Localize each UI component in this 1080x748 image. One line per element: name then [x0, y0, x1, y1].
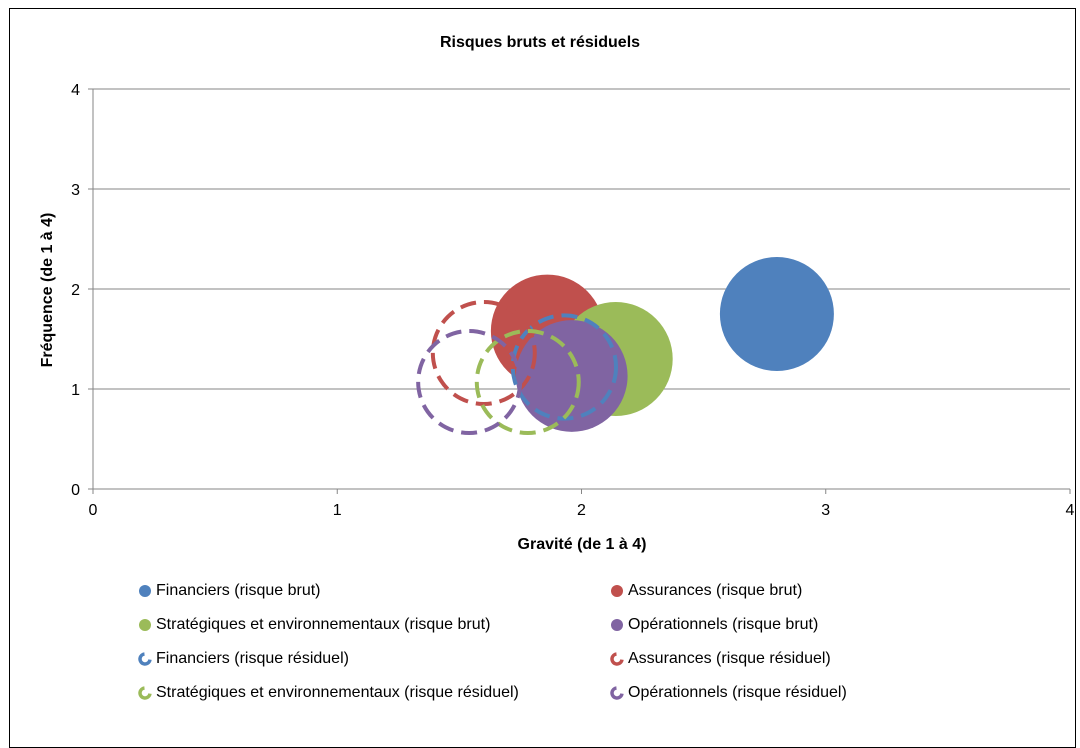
- legend-dot-marker: [139, 619, 151, 631]
- legend-ring-marker: [610, 686, 624, 700]
- legend-label: Financiers (risque brut): [156, 582, 321, 599]
- axes: [88, 88, 1071, 494]
- legend: Financiers (risque brut) Assurances (risq…: [130, 582, 1030, 718]
- x-tick-label: 0: [89, 502, 98, 519]
- bubble-8: [416, 329, 523, 435]
- x-tick-label: 3: [821, 502, 830, 519]
- legend-label: Assurances (risque résiduel): [628, 650, 831, 667]
- y-tick-label: 4: [71, 82, 80, 99]
- legend-ring-marker: [610, 652, 624, 666]
- legend-dot-marker: [139, 585, 151, 597]
- chart-title: Risques bruts et résiduels: [440, 34, 640, 51]
- x-tick-label: 1: [333, 502, 342, 519]
- legend-item: Stratégiques et environnementaux (risque…: [138, 684, 519, 702]
- bubble-7: [474, 329, 581, 435]
- legend-row: Financiers (risque brut) Assurances (risq…: [130, 582, 1030, 616]
- bubbles: [416, 257, 834, 435]
- legend-label: Assurances (risque brut): [628, 582, 803, 599]
- y-axis-label: Fréquence (de 1 à 4): [39, 213, 56, 368]
- bubble-chart: Risques bruts et résiduels 0 1 2 3 4 0 1 2 3 4 Gr…: [39, 34, 1075, 553]
- x-tick-label: 4: [1066, 502, 1075, 519]
- legend-label: Stratégiques et environnementaux (risque…: [156, 616, 491, 633]
- legend-item: Stratégiques et environnementaux (risque…: [138, 616, 490, 634]
- legend-dot-marker: [611, 619, 623, 631]
- legend-label: Opérationnels (risque brut): [628, 616, 819, 633]
- legend-label: Financiers (risque résiduel): [156, 650, 349, 667]
- legend-item: Assurances (risque résiduel): [610, 650, 831, 668]
- legend-row: Stratégiques et environnementaux (risque…: [130, 684, 1030, 718]
- bubble-4: [515, 320, 628, 432]
- legend-dot-marker: [611, 585, 623, 597]
- y-tick-label: 3: [71, 182, 80, 199]
- legend-row: Financiers (risque résiduel) Assurances (…: [130, 650, 1030, 684]
- legend-item: Financiers (risque résiduel): [138, 650, 349, 668]
- bubble-6: [430, 300, 537, 406]
- bubble-1: [719, 257, 834, 371]
- x-tick-label: 2: [577, 502, 586, 519]
- legend-ring-marker: [138, 686, 152, 700]
- tick-labels: 0 1 2 3 4 0 1 2 3 4: [71, 82, 1074, 519]
- legend-item: Opérationnels (risque résiduel): [610, 684, 847, 702]
- legend-row: Stratégiques et environnementaux (risque…: [130, 616, 1030, 650]
- y-tick-label: 0: [71, 482, 80, 499]
- legend-item: Financiers (risque brut): [138, 582, 321, 600]
- legend-label: Stratégiques et environnementaux (risque…: [156, 684, 519, 701]
- legend-label: Opérationnels (risque résiduel): [628, 684, 847, 701]
- legend-ring-marker: [138, 652, 152, 666]
- y-tick-label: 1: [71, 382, 80, 399]
- legend-item: Opérationnels (risque brut): [610, 616, 818, 634]
- legend-item: Assurances (risque brut): [610, 582, 802, 600]
- x-axis-label: Gravité (de 1 à 4): [518, 536, 647, 553]
- y-tick-label: 2: [71, 282, 80, 299]
